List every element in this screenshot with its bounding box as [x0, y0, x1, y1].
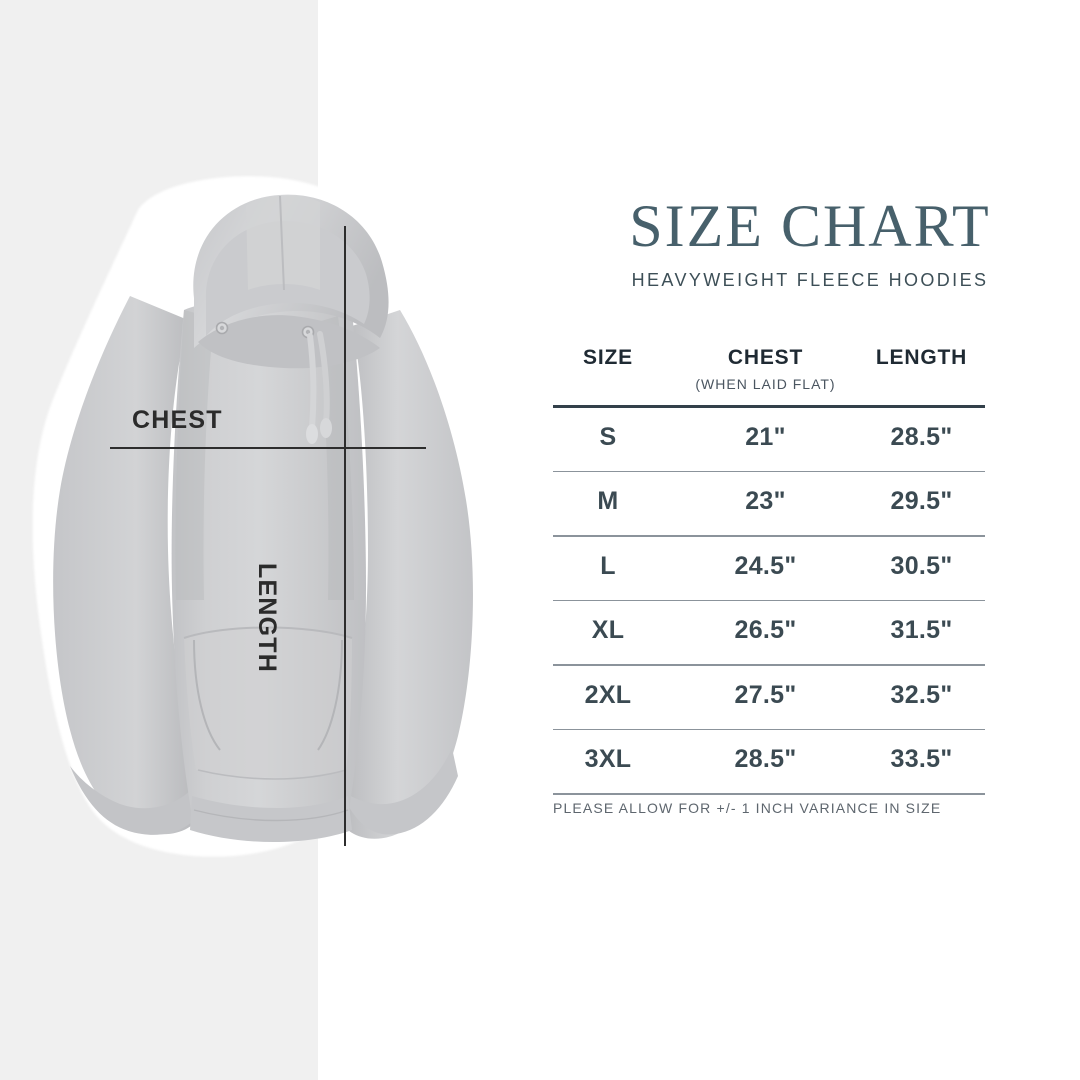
cell-chest: 27.5": [734, 680, 797, 709]
cell-chest: 26.5": [734, 616, 797, 644]
product-photo-panel: CHEST LENGTH: [0, 0, 528, 1080]
chest-measurement-label: CHEST: [132, 406, 223, 434]
table-row: 3XL 28.5" 33.5": [553, 730, 985, 793]
table-row-divider: [553, 535, 985, 537]
column-header-length: LENGTH: [875, 346, 968, 369]
measurement-overlay: CHEST LENGTH: [110, 226, 426, 846]
table-row-divider: [553, 470, 985, 472]
hoodie-product-image: [8, 170, 528, 880]
cell-size: 2XL: [584, 680, 632, 709]
length-measurement-line: [344, 226, 346, 846]
column-header-chest: CHEST: [727, 346, 804, 369]
column-header-size: SIZE: [583, 346, 633, 369]
variance-footnote: PLEASE ALLOW FOR +/- 1 INCH VARIANCE IN …: [553, 800, 942, 816]
cell-chest: 24.5": [734, 551, 797, 580]
cell-length: 28.5": [890, 422, 953, 451]
cell-size: XL: [591, 616, 625, 644]
page-subtitle: HEAVYWEIGHT FLEECE HOODIES: [631, 270, 989, 290]
size-chart-panel: SIZE CHART HEAVYWEIGHT FLEECE HOODIES SI…: [540, 0, 1080, 1080]
cell-size: M: [597, 487, 619, 515]
cell-chest: 21": [745, 422, 786, 451]
table-bottom-divider: [553, 793, 985, 795]
table-row: 2XL 27.5" 32.5": [553, 666, 985, 729]
size-chart-table: SIZE CHEST LENGTH (WHEN LAID FLAT) S 21"…: [553, 340, 985, 795]
cell-chest: 28.5": [734, 745, 797, 773]
table-row: XL 26.5" 31.5": [553, 601, 985, 664]
cell-length: 30.5": [890, 551, 953, 580]
table-row: L 24.5" 30.5": [553, 537, 985, 600]
cell-size: S: [599, 422, 617, 451]
table-header-divider: [553, 405, 985, 408]
length-measurement-label: LENGTH: [253, 563, 281, 673]
table-row: S 21" 28.5": [553, 408, 985, 471]
table-row-divider: [553, 664, 985, 666]
table-header-row: SIZE CHEST LENGTH (WHEN LAID FLAT): [553, 340, 985, 405]
cell-length: 29.5": [890, 487, 953, 515]
chest-column-note: (WHEN LAID FLAT): [695, 376, 836, 392]
cell-size: 3XL: [584, 745, 632, 773]
table-row-divider: [553, 599, 985, 601]
cell-length: 32.5": [890, 680, 953, 709]
cell-length: 31.5": [890, 616, 953, 644]
cell-size: L: [600, 551, 616, 580]
cell-chest: 23": [745, 487, 786, 515]
table-row: M 23" 29.5": [553, 472, 985, 535]
cell-length: 33.5": [890, 745, 953, 773]
page-title: SIZE CHART: [629, 193, 991, 259]
chest-measurement-line: [110, 447, 426, 449]
hoodie-illustration: [32, 176, 521, 872]
table-row-divider: [553, 728, 985, 730]
